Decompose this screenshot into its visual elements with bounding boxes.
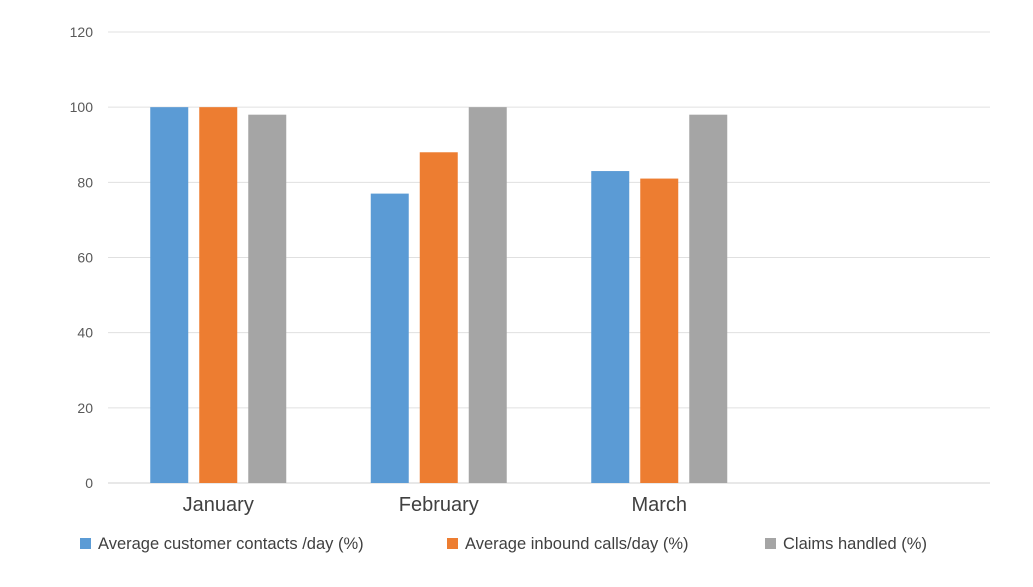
x-tick-label: January [183,494,254,516]
bar-march-series-1 [591,171,630,483]
x-tick-label: February [399,494,479,516]
y-tick-label: 100 [70,99,94,115]
legend-label: Average inbound calls/day (%) [465,535,689,553]
legend-label: Average customer contacts /day (%) [98,535,364,553]
y-tick-label: 120 [70,24,94,40]
y-tick-label: 40 [77,325,93,341]
bar-january-series-1 [150,107,189,484]
bar-february-series-2 [419,152,458,483]
x-tick-label: March [631,494,687,516]
y-tick-label: 0 [85,475,93,491]
legend-swatch [447,538,458,549]
bar-january-series-3 [248,114,287,483]
legend-swatch [765,538,776,549]
bar-march-series-2 [640,178,679,483]
bar-february-series-1 [370,193,409,483]
y-tick-label: 80 [77,174,93,190]
legend-swatch [80,538,91,549]
legend-label: Claims handled (%) [783,535,927,553]
bar-february-series-3 [468,107,507,484]
bar-january-series-2 [199,107,238,484]
y-tick-label: 20 [77,400,93,416]
bar-march-series-3 [689,114,728,483]
y-tick-label: 60 [77,250,93,266]
